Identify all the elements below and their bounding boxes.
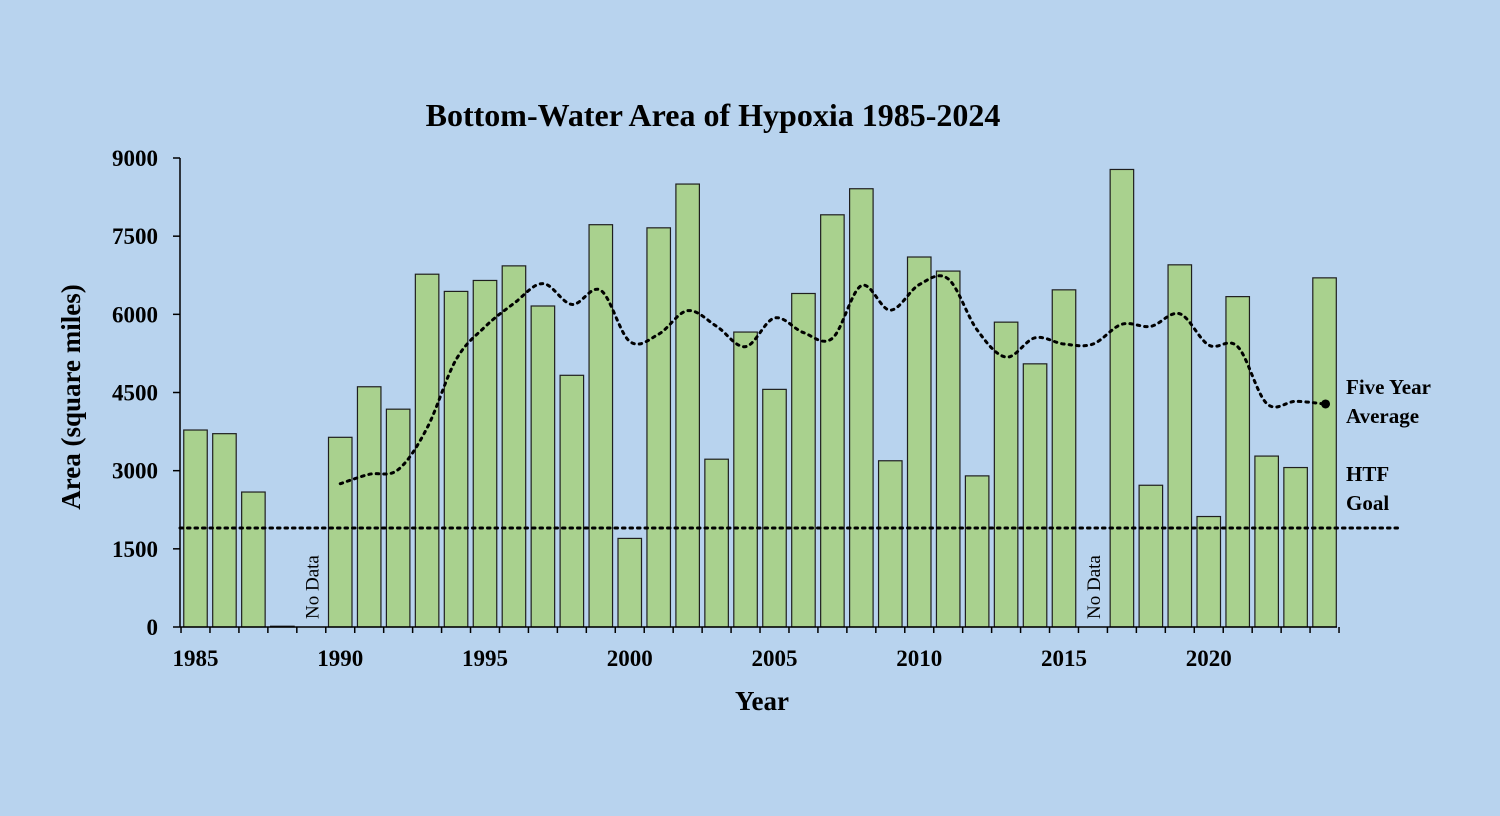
five-year-average-label-line2: Average — [1346, 404, 1419, 428]
bar-2012 — [964, 475, 990, 628]
bar-2002 — [675, 183, 701, 628]
bar-1992 — [385, 408, 411, 628]
bar-2018 — [1138, 484, 1164, 628]
bar-2024 — [1312, 277, 1337, 628]
bar-1997 — [530, 305, 556, 628]
no-data-label-0: No Data — [302, 555, 323, 619]
bar-1996 — [501, 265, 527, 628]
x-tick-label-2020: 2020 — [1186, 646, 1232, 671]
x-tick-label-1990: 1990 — [317, 646, 363, 671]
bar-1994 — [443, 290, 469, 628]
x-tick-label-1985: 1985 — [173, 646, 219, 671]
bar-2006 — [791, 292, 816, 628]
x-tick-label-2015: 2015 — [1041, 646, 1087, 671]
bar-2013 — [993, 321, 1019, 628]
five-year-average-layer — [338, 274, 1331, 486]
chart-title: Bottom-Water Area of Hypoxia 1985-2024 — [426, 97, 1001, 133]
five-year-average-endpoint — [1321, 399, 1331, 409]
x-tick-label-1995: 1995 — [462, 646, 508, 671]
y-tick-label-4500: 4500 — [112, 381, 158, 406]
bar-1999 — [588, 224, 614, 628]
bar-2004 — [733, 331, 758, 628]
bar-2010 — [906, 256, 932, 628]
bar-2007 — [820, 214, 845, 628]
bar-2009 — [877, 460, 903, 628]
x-tick-label-2010: 2010 — [896, 646, 942, 671]
x-axis-label: Year — [735, 686, 789, 716]
five-year-average-label-line1: Five Year — [1346, 375, 1431, 399]
bar-1987 — [241, 491, 266, 628]
bar-2022 — [1254, 455, 1280, 628]
bar-2011 — [935, 270, 961, 628]
bar-1993 — [414, 273, 440, 628]
five-year-average-line — [338, 274, 1327, 486]
labels-layer: 0 1500 3000 4500 6000 7500 9000 1985 1990 1995 200… — [112, 146, 1232, 671]
bar-2008 — [848, 188, 874, 628]
y-tick-label-0: 0 — [147, 615, 159, 640]
bars-layer — [183, 168, 1337, 628]
bar-1991 — [356, 386, 382, 628]
bar-2014 — [1022, 363, 1048, 628]
y-tick-label-1500: 1500 — [112, 537, 158, 562]
bar-1990 — [327, 436, 353, 628]
x-tick-label-2005: 2005 — [752, 646, 798, 671]
bar-2003 — [704, 458, 729, 628]
bar-1998 — [559, 374, 585, 628]
bar-2017 — [1109, 168, 1135, 628]
y-axis-label: Area (square miles) — [56, 284, 86, 509]
x-tick-label-2000: 2000 — [607, 646, 653, 671]
axes-layer — [173, 157, 1340, 633]
no-data-label-1: No Data — [1084, 555, 1105, 619]
htf-goal-label-line1: HTF — [1346, 462, 1389, 486]
bar-2020 — [1196, 515, 1222, 628]
htf-goal-label-line2: Goal — [1346, 491, 1389, 515]
y-tick-label-7500: 7500 — [112, 224, 158, 249]
bar-2005 — [762, 388, 787, 628]
y-tick-label-9000: 9000 — [112, 146, 158, 171]
bar-2000 — [617, 537, 643, 628]
bar-1986 — [212, 433, 237, 628]
y-tick-label-3000: 3000 — [112, 459, 158, 484]
y-tick-label-6000: 6000 — [112, 302, 158, 327]
bar-2001 — [646, 227, 672, 628]
bar-2023 — [1283, 466, 1308, 628]
